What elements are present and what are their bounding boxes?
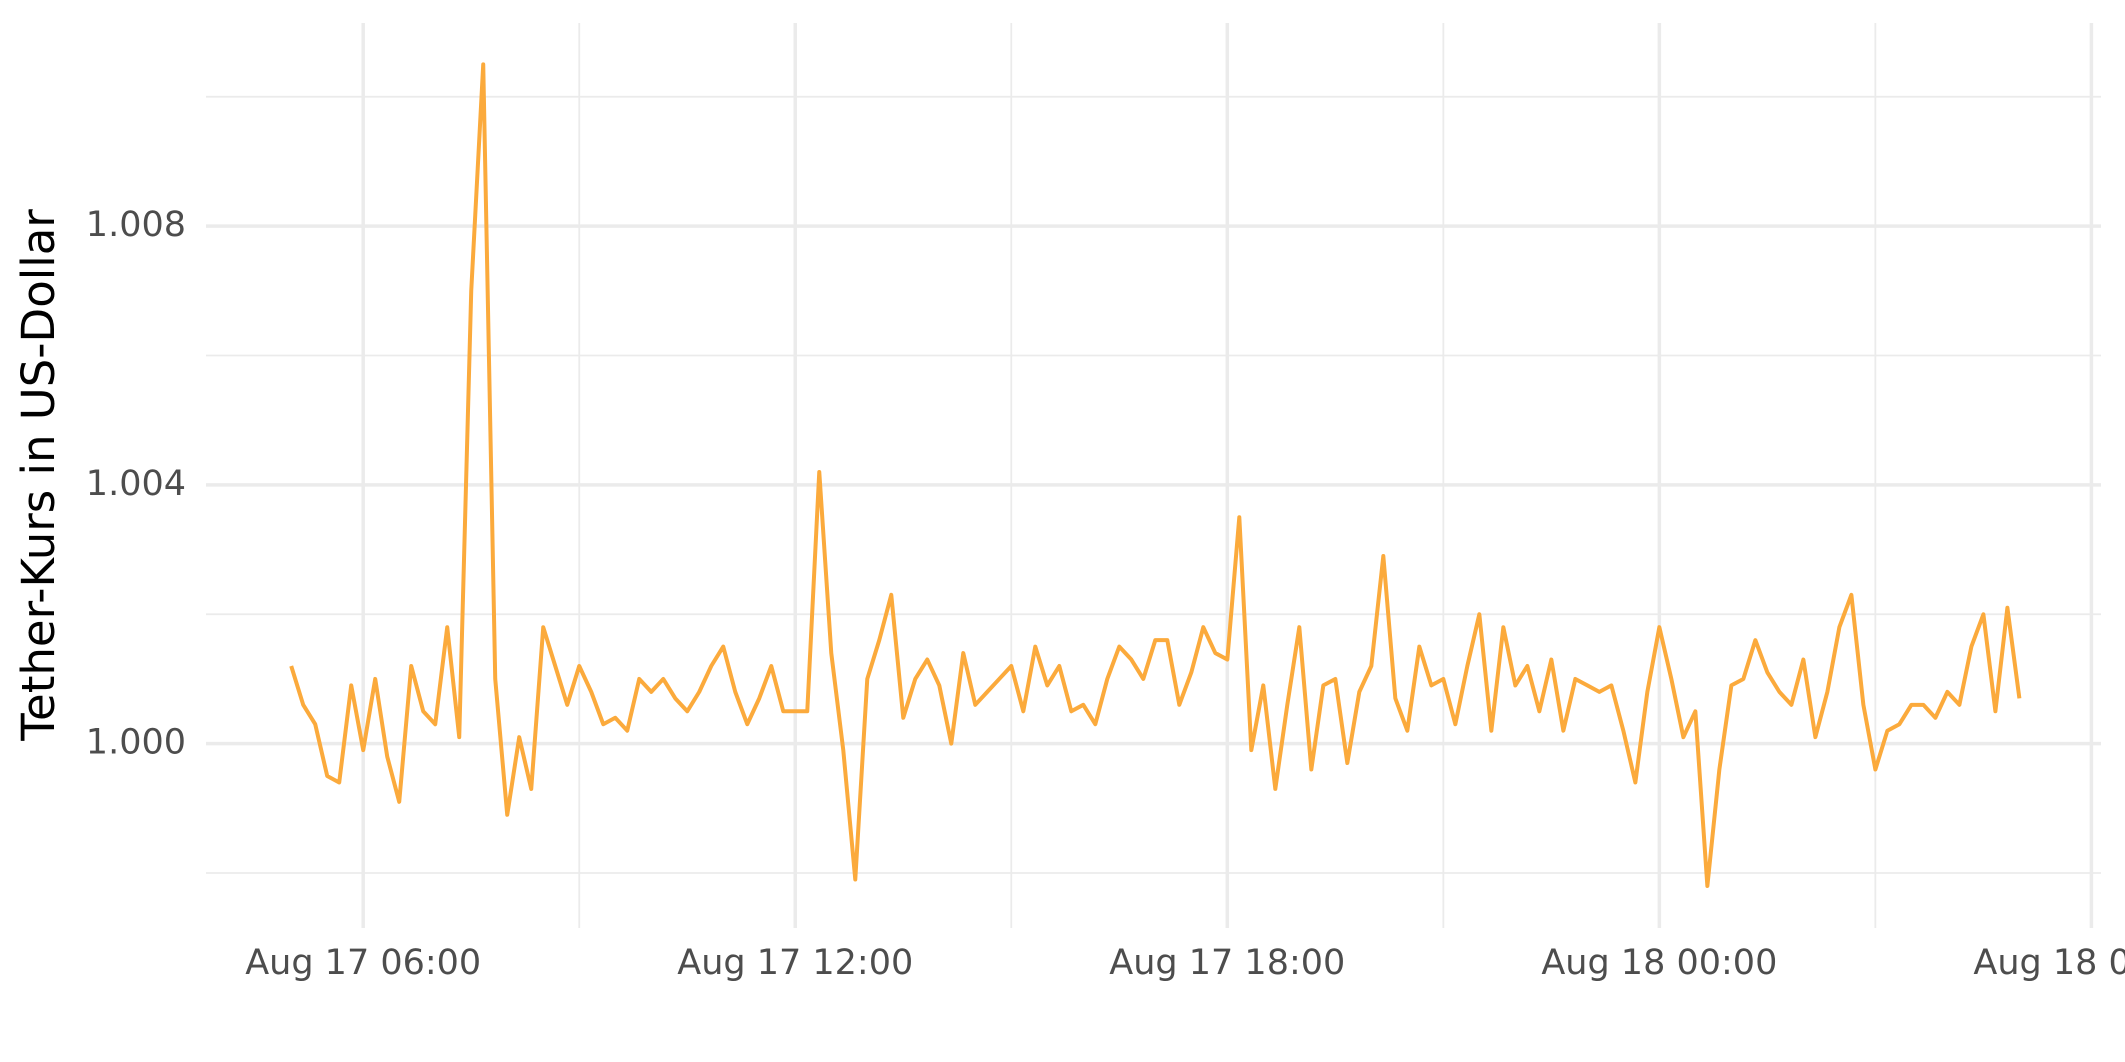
x-tick-label: Aug 17 12:00 <box>677 943 913 983</box>
line <box>289 62 2022 888</box>
x-tick-label: Aug 17 06:00 <box>245 943 481 983</box>
y-tick-label: 1.004 <box>86 464 186 504</box>
y-axis-title: Tether-Kurs in US-Dollar <box>12 209 65 742</box>
grid <box>206 23 2101 928</box>
y-tick-label: 1.000 <box>86 723 186 763</box>
x-tick-label: Aug 18 06:00 <box>1973 943 2125 983</box>
x-tick-label: Aug 18 00:00 <box>1541 943 1777 983</box>
y-tick-label: 1.008 <box>86 205 186 245</box>
x-tick-label: Aug 17 18:00 <box>1109 943 1345 983</box>
